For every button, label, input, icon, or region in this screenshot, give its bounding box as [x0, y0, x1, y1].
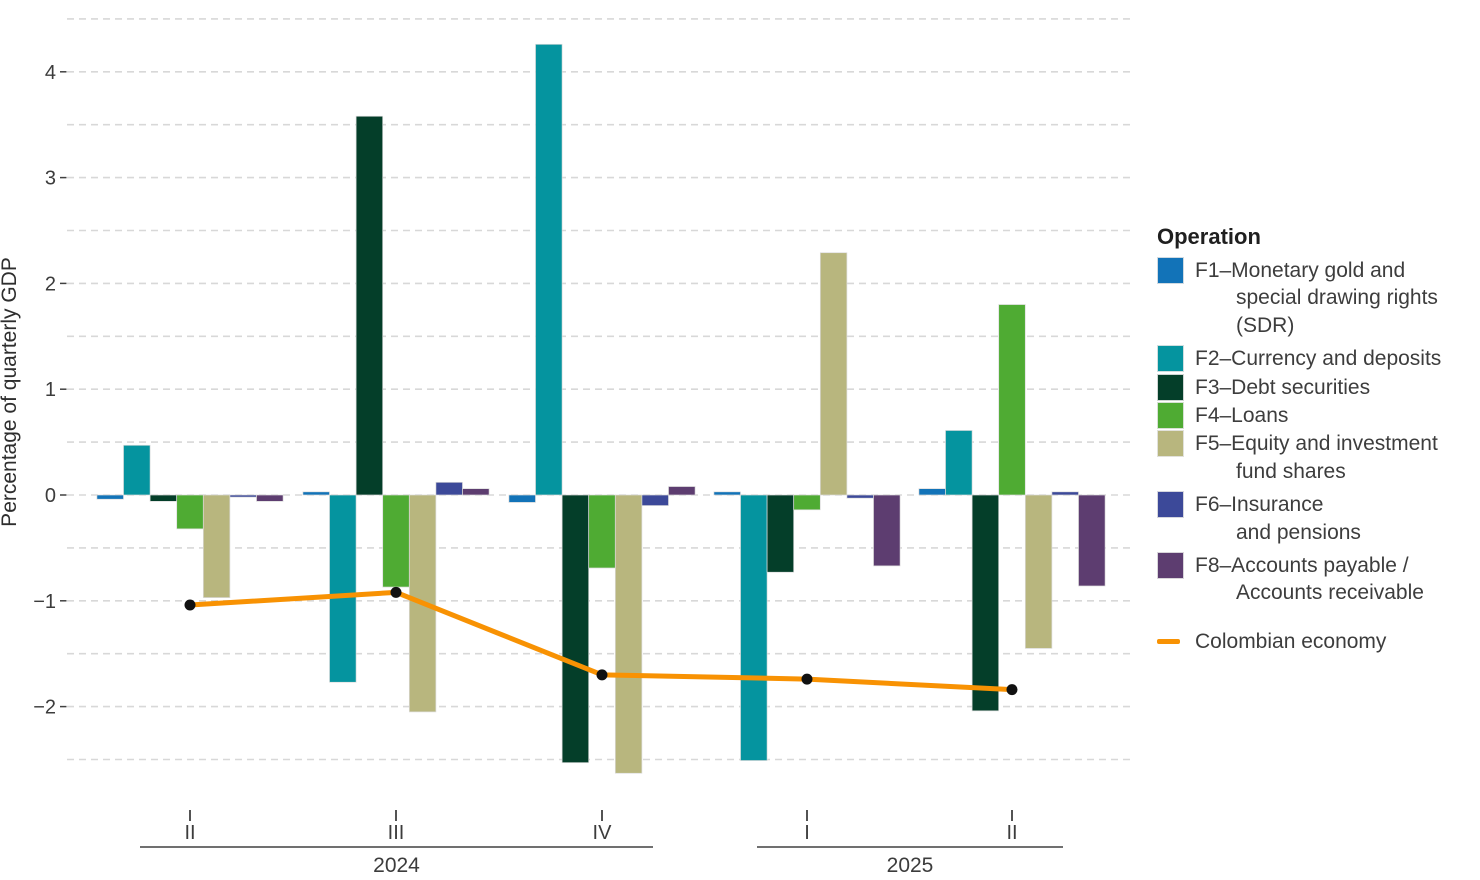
- bar-F4-2025-I: [793, 494, 821, 511]
- bar-F1-2025-I: [713, 491, 741, 496]
- orange-line-swatch: [1157, 639, 1180, 645]
- f1-color-swatch: [1157, 257, 1184, 284]
- bar-F2-2025-II: [945, 430, 973, 496]
- y-tick-label: 2: [45, 273, 56, 295]
- y-tick-label: 0: [45, 485, 56, 507]
- f2-color-swatch: [1157, 345, 1184, 373]
- legend-item-label: F4–Loans: [1195, 404, 1289, 428]
- bar-F3-2025-II: [971, 494, 1000, 712]
- bar-F3-2024-II: [149, 494, 178, 502]
- bar-F5-2025-I: [819, 252, 848, 496]
- bar-F8-2024-II: [256, 494, 284, 502]
- legend-item-label: F3–Debt securities: [1195, 375, 1371, 399]
- bar-F6-2024-IV: [641, 494, 669, 506]
- f8-color-swatch: [1157, 552, 1184, 580]
- economy-point: [1006, 684, 1018, 696]
- economy-point: [801, 673, 813, 685]
- economy-point: [390, 586, 402, 598]
- f6-color-swatch: [1157, 491, 1184, 519]
- y-tick-label: 4: [45, 62, 56, 84]
- bar-F4-2024-III: [382, 494, 410, 588]
- bar-F8-2025-I: [873, 494, 901, 567]
- bar-F1-2025-II: [918, 488, 946, 496]
- legend-item-f5: F5–Equity and investment fund shares: [1157, 430, 1480, 485]
- legend-title: Operation: [1157, 224, 1261, 249]
- legend-item-label: F8–Accounts payable / Accounts receivabl…: [1195, 554, 1424, 605]
- bar-F6-2025-II: [1051, 491, 1079, 496]
- legend: Operation F1–Monetary gold and special d…: [1157, 224, 1480, 655]
- year-label: 2024: [373, 854, 420, 877]
- legend-item-label: F1–Monetary gold and special drawing rig…: [1195, 259, 1438, 337]
- legend-item-label: Colombian economy: [1195, 629, 1387, 653]
- y-tick-label: 3: [45, 168, 56, 190]
- legend-item-f2: F2–Currency and deposits: [1157, 345, 1480, 373]
- bar-F6-2024-III: [435, 481, 463, 496]
- bar-F5-2024-II: [202, 494, 231, 598]
- bar-F5-2024-IV: [614, 494, 643, 774]
- quarter-label: II: [1006, 822, 1017, 844]
- quarter-label: II: [184, 822, 195, 844]
- economy-point: [184, 599, 196, 611]
- f5-color-swatch: [1157, 430, 1184, 458]
- bar-F2-2025-I: [740, 494, 768, 761]
- y-tick-label: 1: [45, 379, 56, 401]
- bar-F1-2024-III: [302, 491, 330, 496]
- bar-F4-2024-IV: [588, 494, 616, 569]
- bar-F1-2024-IV: [508, 494, 536, 503]
- quarter-label: I: [804, 822, 810, 844]
- economy-point: [596, 669, 608, 681]
- legend-item-f3: F3–Debt securities: [1157, 373, 1480, 401]
- y-tick-label: −2: [33, 697, 56, 719]
- bar-F8-2025-II: [1078, 494, 1106, 587]
- bar-F2-2024-II: [123, 444, 151, 496]
- year-label: 2025: [887, 854, 934, 877]
- f4-color-swatch: [1157, 402, 1184, 430]
- bar-F8-2024-IV: [668, 486, 696, 496]
- quarter-label: III: [388, 822, 405, 844]
- bar-F3-2024-IV: [561, 494, 590, 764]
- f3-color-swatch: [1157, 373, 1184, 401]
- legend-item-f6: F6–Insurance and pensions: [1157, 491, 1480, 546]
- legend-item-f1: F1–Monetary gold and special drawing rig…: [1157, 257, 1480, 339]
- bar-F6-2024-II: [229, 494, 257, 498]
- bar-F2-2024-III: [329, 494, 357, 683]
- quarter-label: IV: [593, 822, 613, 844]
- legend-item-label: F6–Insurance and pensions: [1195, 493, 1361, 544]
- bar-F8-2024-III: [462, 488, 490, 496]
- legend-item-f4: F4–Loans: [1157, 402, 1480, 430]
- y-axis-title: Percentage of quarterly GDP: [0, 257, 21, 527]
- bar-F5-2025-II: [1024, 494, 1053, 649]
- bar-F3-2024-III: [355, 115, 384, 496]
- legend-item-label: F2–Currency and deposits: [1195, 347, 1442, 371]
- legend-item-label: F5–Equity and investment fund shares: [1195, 432, 1438, 483]
- y-tick-label: −1: [33, 591, 56, 613]
- legend-item-economy-line: Colombian economy: [1157, 628, 1480, 655]
- bar-F4-2024-II: [176, 494, 204, 530]
- bar-F3-2025-I: [766, 494, 795, 573]
- legend-item-f8: F8–Accounts payable / Accounts receivabl…: [1157, 552, 1480, 607]
- bar-F6-2025-I: [846, 494, 874, 499]
- bar-F4-2025-II: [998, 304, 1026, 496]
- bar-F1-2024-II: [96, 494, 124, 500]
- bar-F2-2024-IV: [535, 43, 563, 496]
